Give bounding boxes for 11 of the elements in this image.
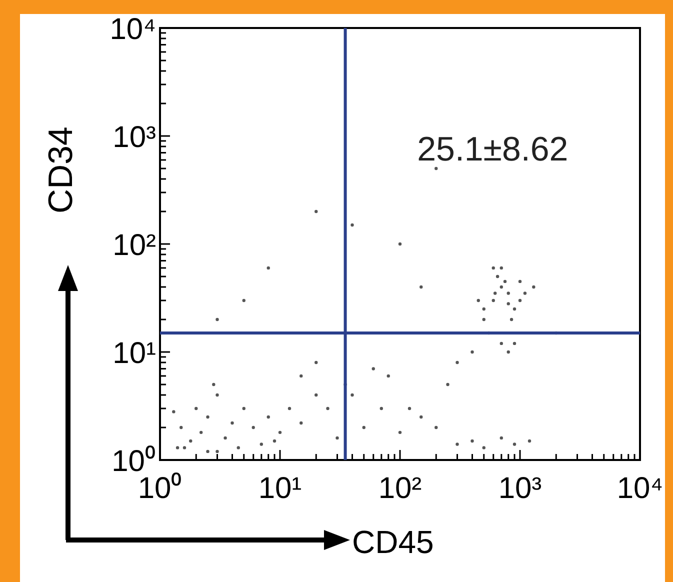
y-tick-label: 10² (112, 229, 156, 262)
x-axis-title: CD45 (352, 524, 434, 560)
x-tick-label: 10³ (498, 472, 542, 505)
y-tick-label: 10⁴ (110, 13, 156, 46)
x-tick-label: 10⁴ (616, 472, 664, 505)
y-tick-label: 10¹ (112, 337, 156, 370)
y-axis-title: CD34 (42, 126, 80, 214)
x-tick-label: 10² (378, 472, 422, 505)
x-tick-label: 10¹ (258, 472, 302, 505)
y-tick-label: 10³ (112, 121, 156, 154)
annotation: 25.1±8.62 (417, 130, 568, 168)
